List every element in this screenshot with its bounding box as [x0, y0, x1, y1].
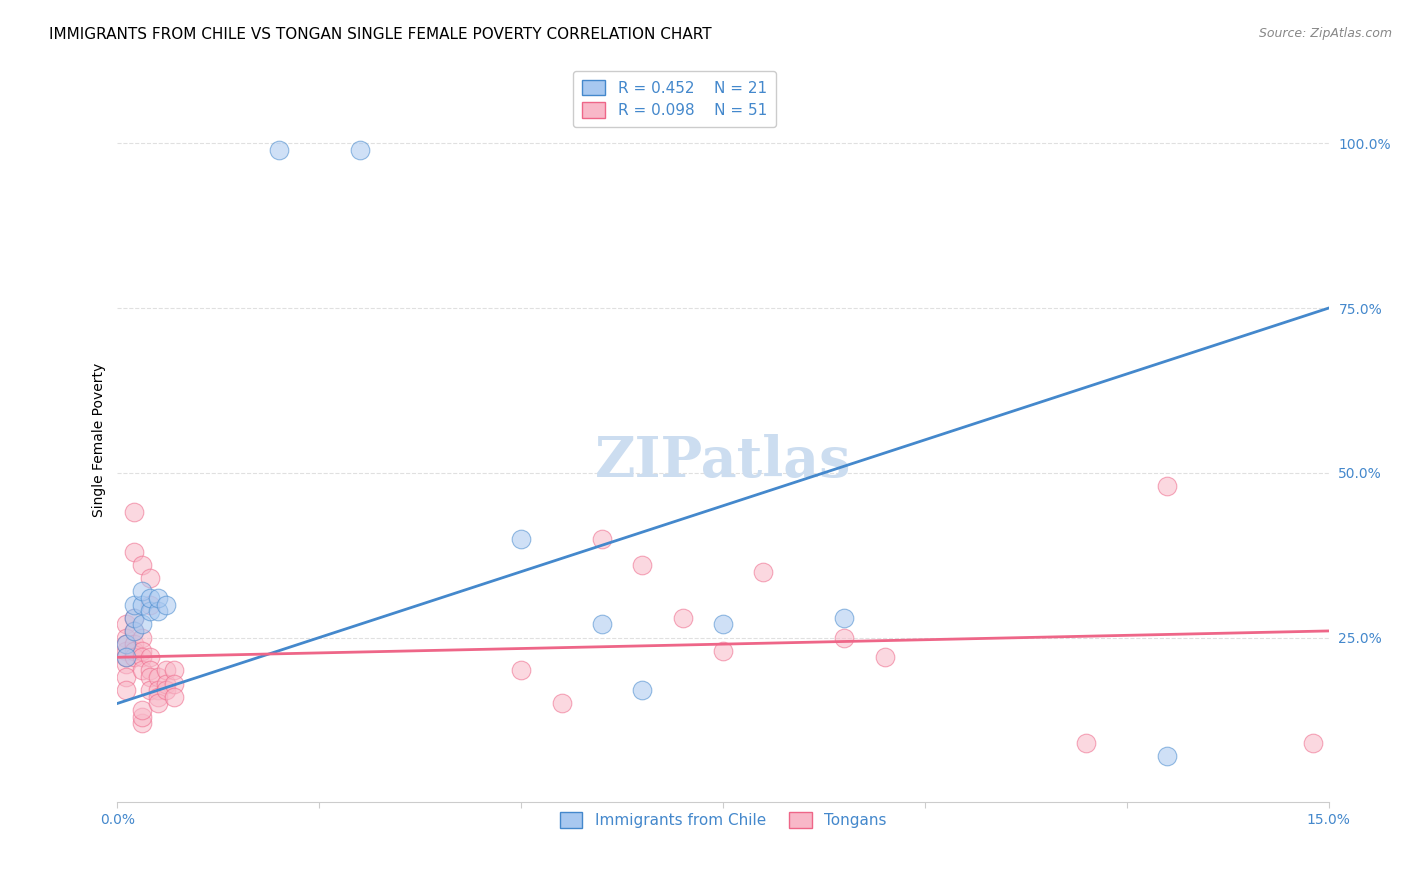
- Point: [122, 624, 145, 638]
- Point: [122, 637, 145, 651]
- Point: [139, 664, 162, 678]
- Text: ZIPatlas: ZIPatlas: [595, 434, 851, 489]
- Point: [146, 591, 169, 605]
- Point: [114, 683, 136, 698]
- Point: [122, 611, 145, 625]
- Point: [1302, 736, 1324, 750]
- Point: [1156, 749, 1178, 764]
- Point: [122, 598, 145, 612]
- Point: [631, 558, 654, 572]
- Legend: Immigrants from Chile, Tongans: Immigrants from Chile, Tongans: [554, 806, 893, 835]
- Point: [114, 617, 136, 632]
- Point: [139, 591, 162, 605]
- Point: [832, 611, 855, 625]
- Point: [711, 643, 734, 657]
- Point: [131, 703, 153, 717]
- Point: [131, 643, 153, 657]
- Point: [873, 650, 896, 665]
- Point: [114, 657, 136, 671]
- Point: [1076, 736, 1098, 750]
- Point: [122, 611, 145, 625]
- Point: [122, 545, 145, 559]
- Point: [1156, 479, 1178, 493]
- Point: [114, 631, 136, 645]
- Point: [131, 631, 153, 645]
- Point: [146, 604, 169, 618]
- Point: [131, 709, 153, 723]
- Point: [139, 604, 162, 618]
- Point: [114, 670, 136, 684]
- Point: [131, 716, 153, 731]
- Point: [631, 683, 654, 698]
- Point: [114, 650, 136, 665]
- Point: [146, 697, 169, 711]
- Point: [510, 532, 533, 546]
- Point: [131, 650, 153, 665]
- Point: [510, 664, 533, 678]
- Point: [114, 643, 136, 657]
- Point: [267, 143, 290, 157]
- Point: [155, 664, 177, 678]
- Y-axis label: Single Female Poverty: Single Female Poverty: [93, 363, 107, 517]
- Point: [131, 664, 153, 678]
- Point: [122, 643, 145, 657]
- Point: [155, 676, 177, 690]
- Point: [139, 571, 162, 585]
- Point: [114, 650, 136, 665]
- Point: [349, 143, 371, 157]
- Point: [114, 637, 136, 651]
- Point: [131, 558, 153, 572]
- Point: [139, 670, 162, 684]
- Point: [122, 650, 145, 665]
- Point: [752, 565, 775, 579]
- Text: Source: ZipAtlas.com: Source: ZipAtlas.com: [1258, 27, 1392, 40]
- Point: [163, 690, 186, 704]
- Point: [122, 505, 145, 519]
- Point: [146, 670, 169, 684]
- Point: [139, 683, 162, 698]
- Point: [163, 676, 186, 690]
- Text: IMMIGRANTS FROM CHILE VS TONGAN SINGLE FEMALE POVERTY CORRELATION CHART: IMMIGRANTS FROM CHILE VS TONGAN SINGLE F…: [49, 27, 711, 42]
- Point: [131, 584, 153, 599]
- Point: [163, 664, 186, 678]
- Point: [711, 617, 734, 632]
- Point: [114, 637, 136, 651]
- Point: [832, 631, 855, 645]
- Point: [672, 611, 695, 625]
- Point: [139, 598, 162, 612]
- Point: [591, 532, 613, 546]
- Point: [146, 683, 169, 698]
- Point: [131, 617, 153, 632]
- Point: [550, 697, 572, 711]
- Point: [122, 624, 145, 638]
- Point: [155, 598, 177, 612]
- Point: [139, 650, 162, 665]
- Point: [155, 683, 177, 698]
- Point: [591, 617, 613, 632]
- Point: [146, 690, 169, 704]
- Point: [131, 598, 153, 612]
